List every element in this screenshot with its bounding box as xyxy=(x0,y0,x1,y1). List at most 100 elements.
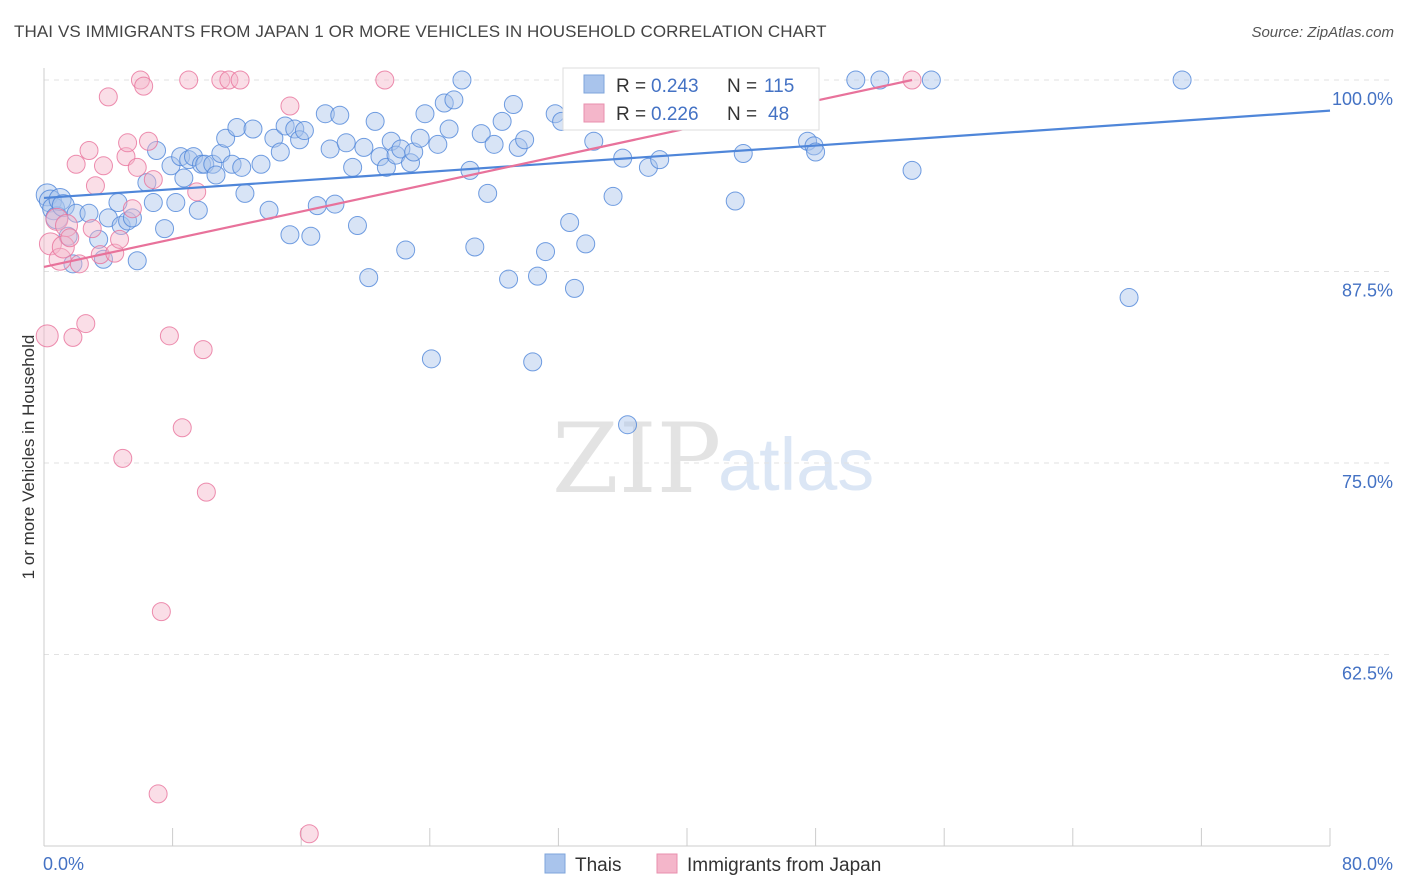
x-tick-label-min: 0.0% xyxy=(43,854,84,874)
thais-point-102 xyxy=(650,150,670,170)
thais-point-45 xyxy=(280,225,300,245)
thais-point-101 xyxy=(638,157,658,177)
thais-point-82 xyxy=(492,111,512,131)
thais-point-114 xyxy=(921,70,941,90)
japan-point-8 xyxy=(66,154,86,174)
japan-point-24 xyxy=(130,70,150,90)
japan-point-32 xyxy=(179,70,199,90)
thais-point-78 xyxy=(465,237,485,257)
y-tick-label-0: 62.5% xyxy=(1342,664,1393,684)
japan-point-12 xyxy=(82,219,102,239)
thais-point-111 xyxy=(846,70,866,90)
japan-point-37 xyxy=(219,70,239,90)
thais-point-79 xyxy=(471,124,491,144)
bottom-legend-swatch-thais xyxy=(544,853,566,874)
thais-point-81 xyxy=(484,134,504,154)
japan-point-39 xyxy=(280,96,300,116)
japan-point-29 xyxy=(151,602,171,622)
trend-line-thais xyxy=(43,109,1331,200)
thais-point-40 xyxy=(251,154,271,174)
chart-source: Source: ZipAtlas.com xyxy=(1251,24,1394,41)
thais-point-27 xyxy=(183,147,203,167)
japan-point-28 xyxy=(148,784,168,804)
thais-point-31 xyxy=(203,154,223,174)
thais-point-98 xyxy=(603,186,623,206)
thais-point-76 xyxy=(452,70,472,90)
japan-point-25 xyxy=(134,76,154,96)
thais-point-80 xyxy=(478,183,498,203)
thais-point-38 xyxy=(235,183,255,203)
japan-point-27 xyxy=(143,170,163,190)
y-tick-label-2: 87.5% xyxy=(1342,281,1393,301)
thais-point-61 xyxy=(370,147,390,167)
thais-point-83 xyxy=(499,269,519,289)
japan-point-18 xyxy=(110,229,130,249)
thais-point-65 xyxy=(391,139,411,159)
y-tick-labels: 62.5% 75.0% 87.5% 100.0% xyxy=(1332,89,1393,684)
thais-point-110 xyxy=(806,142,826,162)
thais-point-28 xyxy=(188,200,208,220)
thais-point-32 xyxy=(206,165,226,185)
x-tick-label-max: 80.0% xyxy=(1342,854,1393,874)
japan-point-13 xyxy=(85,176,105,196)
japan-point-7 xyxy=(63,327,83,347)
legend-n-value-japan: 48 xyxy=(768,104,789,125)
bottom-legend-swatch-japan xyxy=(656,853,678,874)
thais-point-36 xyxy=(227,117,247,137)
thais-point-89 xyxy=(536,242,556,262)
thais-point-39 xyxy=(243,119,263,139)
legend-r-label-thais: R = xyxy=(616,76,646,97)
japan-point-15 xyxy=(93,156,113,176)
legend-n-label-japan: N = xyxy=(727,104,757,125)
thais-point-47 xyxy=(290,130,310,150)
legend-box xyxy=(562,67,820,131)
thais-point-4 xyxy=(48,187,72,211)
thais-point-86 xyxy=(515,130,535,150)
thais-point-19 xyxy=(143,193,163,213)
japan-point-23 xyxy=(127,157,147,177)
thais-point-21 xyxy=(155,219,175,239)
japan-point-34 xyxy=(193,340,213,360)
thais-point-84 xyxy=(503,95,523,115)
thais-point-92 xyxy=(560,212,580,232)
thais-point-5 xyxy=(51,194,75,218)
thais-point-60 xyxy=(365,111,385,131)
legend-r-label-japan: R = xyxy=(616,104,646,125)
thais-point-55 xyxy=(336,133,356,153)
thais-point-93 xyxy=(564,278,584,298)
series-japan xyxy=(35,70,922,844)
legend-r-value-thais: 0.243 xyxy=(651,76,699,97)
japan-point-10 xyxy=(76,314,96,334)
thais-point-52 xyxy=(320,139,340,159)
bottom-legend-label-thais: Thais xyxy=(575,855,621,876)
thais-point-115 xyxy=(1119,288,1139,308)
thais-point-56 xyxy=(343,157,363,177)
japan-point-5 xyxy=(55,214,79,238)
thais-point-17 xyxy=(127,251,147,271)
thais-point-95 xyxy=(576,234,596,254)
y-tick-label-1: 75.0% xyxy=(1342,472,1393,492)
thais-point-69 xyxy=(410,128,430,148)
y-tick-label-3: 100.0% xyxy=(1332,89,1393,109)
japan-point-38 xyxy=(230,70,250,90)
legend-swatch-japan xyxy=(583,103,605,123)
thais-point-75 xyxy=(444,90,464,110)
thais-point-100 xyxy=(618,415,638,435)
japan-point-26 xyxy=(138,131,158,151)
thais-point-72 xyxy=(428,134,448,154)
thais-point-112 xyxy=(870,70,890,90)
japan-point-0 xyxy=(35,324,59,348)
watermark-zip: ZIP xyxy=(552,403,721,515)
thais-point-10 xyxy=(89,229,109,249)
legend-r-value-japan: 0.226 xyxy=(651,104,699,125)
legend-n-label-thais: N = xyxy=(727,76,757,97)
japan-point-22 xyxy=(122,199,142,219)
japan-point-40 xyxy=(299,824,319,844)
thais-point-37 xyxy=(232,157,252,177)
legend-swatch-thais xyxy=(583,74,605,94)
japan-point-16 xyxy=(98,87,118,107)
japan-point-6 xyxy=(60,228,80,248)
thais-point-105 xyxy=(725,191,745,211)
japan-point-31 xyxy=(172,418,192,438)
thais-point-96 xyxy=(584,131,604,151)
